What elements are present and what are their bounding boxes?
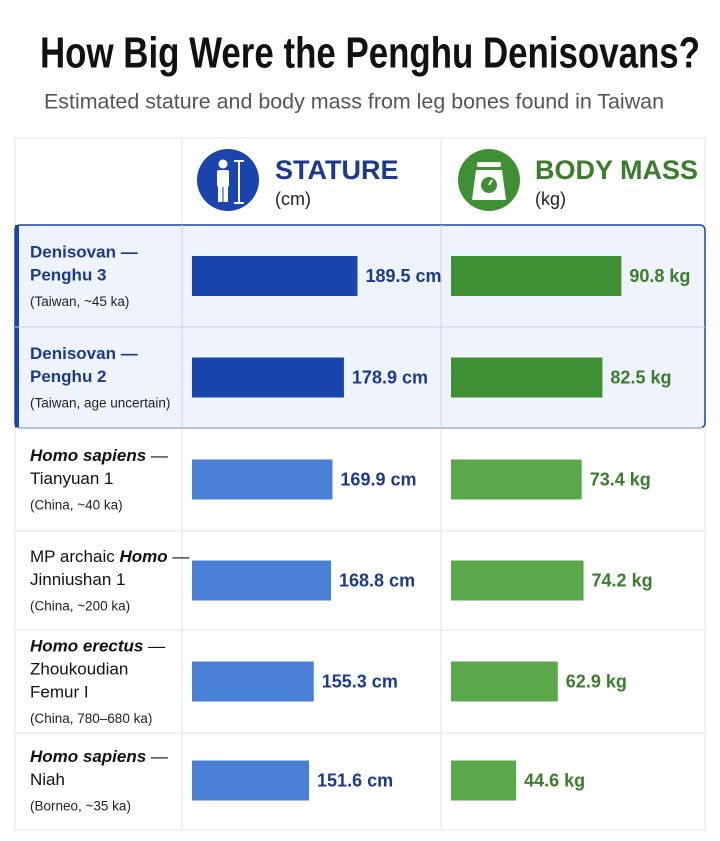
bar — [451, 357, 603, 398]
label-segment: Homo — [119, 547, 167, 566]
row-label: MP archaic Homo — — [30, 547, 189, 566]
label-segment: Homo sapiens — [30, 747, 146, 766]
bar — [451, 760, 517, 801]
bar — [451, 661, 558, 702]
value-label: 73.4 kg — [590, 469, 651, 489]
label-segment: Zhoukoudian — [30, 660, 128, 679]
row-label: Homo erectus — — [30, 637, 165, 656]
row-label: Denisovan — — [30, 243, 138, 262]
value-label: 44.6 kg — [524, 770, 585, 790]
row-label: Penghu 3 — [30, 266, 107, 285]
scale-icon — [472, 162, 506, 200]
row-label: Niah — [30, 770, 65, 789]
bar — [192, 661, 314, 702]
person-icon — [217, 159, 244, 204]
row-location: (Taiwan, ~45 ka) — [30, 294, 129, 309]
bar — [451, 256, 622, 296]
label-segment: — — [143, 637, 165, 656]
value-label: 168.8 cm — [339, 570, 415, 590]
bar — [192, 760, 310, 801]
label-segment: Penghu 3 — [30, 266, 107, 285]
column-unit: (kg) — [535, 189, 566, 209]
row-label: Zhoukoudian — [30, 660, 128, 679]
value-label: 62.9 kg — [566, 671, 627, 691]
label-segment: Jinniushan 1 — [30, 570, 125, 589]
label-segment: MP archaic — [30, 547, 119, 566]
label-segment: — — [168, 547, 190, 566]
row-location: (Taiwan, age uncertain) — [30, 396, 170, 411]
row-label: Jinniushan 1 — [30, 570, 125, 589]
label-segment: — — [146, 747, 168, 766]
label-segment: — — [146, 446, 168, 465]
value-label: 189.5 cm — [365, 266, 441, 286]
column-header: BODY MASS — [535, 155, 698, 185]
row-location: (China, ~40 ka) — [30, 498, 123, 513]
row-label: Femur I — [30, 683, 89, 702]
bar — [192, 459, 333, 500]
label-segment: Penghu 2 — [30, 367, 107, 386]
bar — [451, 459, 582, 500]
label-segment: Tianyuan 1 — [30, 469, 113, 488]
label-segment: Homo sapiens — [30, 446, 146, 465]
label-segment: Femur I — [30, 683, 89, 702]
bar — [192, 357, 344, 398]
value-label: 74.2 kg — [592, 570, 653, 590]
value-label: 151.6 cm — [317, 770, 393, 790]
bar — [192, 560, 332, 601]
column-unit: (cm) — [275, 189, 311, 209]
row-label: Homo sapiens — — [30, 747, 168, 766]
label-segment: Niah — [30, 770, 65, 789]
value-label: 90.8 kg — [629, 266, 690, 286]
value-label: 178.9 cm — [352, 367, 428, 387]
row-label: Denisovan — — [30, 344, 138, 363]
row-location: (China, 780–680 ka) — [30, 711, 152, 726]
value-label: 169.9 cm — [340, 469, 416, 489]
row-label: Tianyuan 1 — [30, 469, 113, 488]
label-segment: Homo erectus — [30, 637, 143, 656]
row-location: (Borneo, ~35 ka) — [30, 799, 131, 814]
column-header: STATURE — [275, 155, 399, 185]
row-label: Homo sapiens — — [30, 446, 168, 465]
table: STATURE (cm) BODY MASS (kg) Denisovan — Pengh… — [14, 137, 706, 831]
row-label: Penghu 2 — [30, 367, 107, 386]
value-label: 155.3 cm — [322, 671, 398, 691]
row-location: (China, ~200 ka) — [30, 599, 130, 614]
bar — [451, 560, 584, 601]
label-segment: Denisovan — — [30, 344, 138, 363]
chart-subtitle: Estimated stature and body mass from leg… — [44, 91, 664, 114]
bar — [192, 256, 358, 296]
chart-title: How Big Were the Penghu Denisovans? — [40, 29, 700, 78]
value-label: 82.5 kg — [610, 367, 671, 387]
label-segment: Denisovan — — [30, 243, 138, 262]
